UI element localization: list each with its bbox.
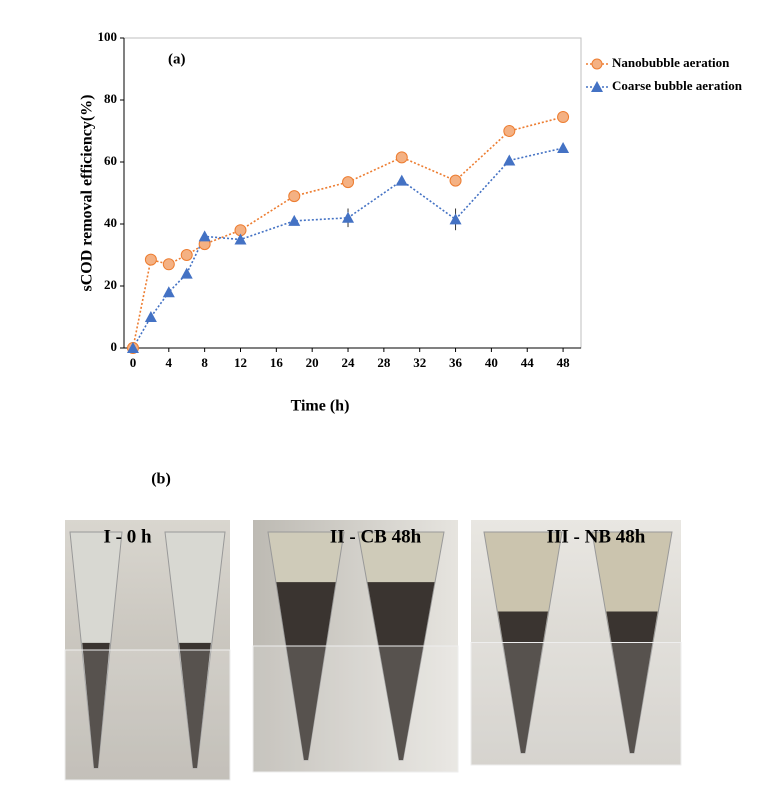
legend-label: Nanobubble aeration	[612, 55, 730, 70]
data-point	[342, 176, 355, 189]
y-tick-label: 40	[104, 215, 117, 230]
plot-frame	[123, 37, 582, 349]
y-tick-label: 80	[104, 91, 117, 106]
rack	[252, 645, 459, 773]
sludge	[179, 642, 211, 768]
y-axis-title: sCOD removal efficiency(%)	[79, 95, 96, 292]
data-point	[449, 213, 462, 225]
sludge	[367, 582, 435, 760]
rack	[64, 649, 231, 781]
data-point	[180, 267, 193, 279]
y-tick-label: 20	[104, 277, 117, 292]
data-point	[288, 190, 301, 203]
data-point	[395, 151, 408, 164]
x-tick-label: 4	[166, 355, 173, 370]
data-point	[198, 230, 211, 242]
legend-marker	[591, 58, 603, 70]
x-axis-title: Time (h)	[291, 398, 350, 415]
sludge	[82, 642, 110, 768]
data-point	[395, 174, 408, 186]
data-point	[126, 342, 139, 353]
sludge	[276, 582, 336, 760]
x-tick-label: 44	[521, 355, 535, 370]
x-tick-label: 32	[413, 355, 426, 370]
data-point	[162, 258, 175, 271]
y-tick-label: 0	[111, 339, 118, 354]
data-point	[557, 142, 570, 154]
data-point	[557, 111, 570, 124]
x-tick-label: 12	[234, 355, 247, 370]
data-point	[162, 286, 175, 298]
data-point	[503, 125, 516, 137]
photo-label: II - CB 48h	[330, 526, 422, 547]
data-point	[342, 211, 355, 223]
data-point	[144, 311, 157, 322]
data-point	[449, 174, 462, 187]
panel-label: (b)	[151, 471, 171, 488]
x-tick-label: 8	[201, 355, 208, 370]
y-tick-label: 60	[104, 153, 117, 168]
x-tick-label: 48	[557, 355, 571, 370]
data-point	[180, 249, 193, 261]
x-tick-label: 40	[485, 355, 498, 370]
x-tick-label: 24	[342, 355, 356, 370]
x-tick-label: 28	[377, 355, 391, 370]
x-tick-label: 20	[306, 355, 319, 370]
panel-annotation: (a)	[168, 51, 186, 67]
series-line	[132, 116, 564, 349]
data-point	[144, 253, 157, 266]
photo-label: I - 0 h	[103, 526, 151, 547]
legend-marker	[591, 81, 603, 92]
legend-label: Coarse bubble aeration	[612, 78, 743, 93]
rack	[470, 642, 682, 766]
x-tick-label: 0	[130, 355, 137, 370]
x-tick-label: 16	[270, 355, 284, 370]
data-point	[288, 214, 301, 226]
y-tick-label: 100	[98, 29, 118, 44]
sludge	[606, 611, 658, 753]
data-point	[234, 233, 247, 245]
data-point	[503, 154, 516, 166]
x-tick-label: 36	[449, 355, 463, 370]
photo-label: III - NB 48h	[547, 526, 646, 547]
sludge	[498, 611, 548, 753]
